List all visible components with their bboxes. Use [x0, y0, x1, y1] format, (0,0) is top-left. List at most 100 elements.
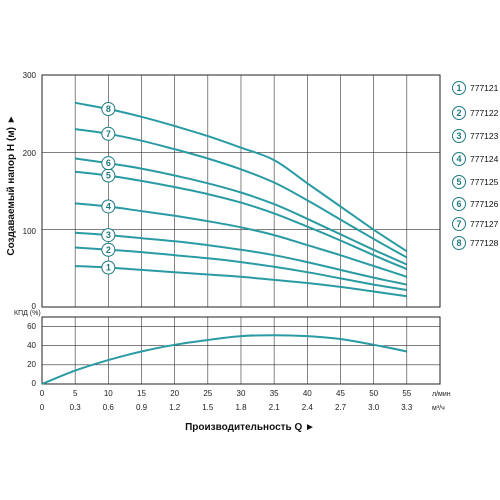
x-tick-lpm: 45 [336, 389, 345, 398]
efficiency-panel [41, 316, 441, 385]
x-tick-m3h: 3.0 [368, 403, 380, 412]
head-curve-1 [75, 265, 407, 298]
head-y-tick: 0 [32, 302, 37, 311]
x-unit-m3h: м³/ч [432, 405, 445, 412]
efficiency-y-tick: 40 [27, 341, 36, 350]
x-tick-m3h: 2.7 [335, 403, 347, 412]
legend-label: 777124 [470, 154, 499, 164]
x-tick-m3h: 0.9 [136, 403, 148, 412]
legend-label: 777128 [470, 238, 499, 248]
x-tick-lpm: 40 [303, 389, 312, 398]
legend-marker-label: 7 [456, 219, 461, 229]
legend-item: 8 777128 [452, 236, 499, 250]
legend-marker-label: 4 [456, 154, 461, 164]
x-tick-m3h: 0 [40, 403, 45, 412]
legend-marker [452, 175, 466, 189]
legend-marker [452, 197, 466, 211]
x-tick-m3h: 2.4 [302, 403, 314, 412]
legend-label: 777126 [470, 199, 499, 209]
head-axis-title: Создаваемый напор Н (м) ► [6, 114, 17, 255]
x-tick-m3h: 1.2 [169, 403, 181, 412]
legend-item: 4 777124 [452, 152, 499, 166]
legend-item: 1 777121 [452, 81, 499, 95]
head-curve-4 [75, 202, 408, 278]
head-curves: 1 2 3 4 5 6 7 8 [75, 101, 408, 298]
efficiency-y-tick: 20 [27, 360, 36, 369]
legend: 1 777121 2 777122 3 777123 4 777124 5 77… [452, 81, 499, 250]
efficiency-curve [41, 334, 408, 385]
legend-marker-label: 1 [456, 83, 461, 93]
legend-item: 3 777123 [452, 129, 499, 143]
head-curve-2 [75, 246, 407, 291]
legend-marker [452, 106, 466, 120]
legend-item: 6 777126 [452, 197, 499, 211]
head-y-tick: 100 [23, 227, 37, 236]
legend-marker-label: 3 [456, 131, 461, 141]
head-curve-7 [75, 128, 408, 259]
legend-label: 777123 [470, 131, 499, 141]
legend-item: 7 777127 [452, 217, 499, 231]
curve-marker [101, 242, 116, 257]
head-y-tick: 300 [23, 71, 37, 80]
head-y-tick: 200 [23, 149, 37, 158]
legend-marker [452, 236, 466, 250]
legend-item: 2 777122 [452, 106, 499, 120]
head-curve-8 [75, 101, 408, 253]
efficiency-y-tick: 60 [27, 322, 36, 331]
x-tick-m3h: 1.5 [202, 403, 214, 412]
legend-label: 777121 [470, 83, 499, 93]
legend-marker-label: 6 [456, 199, 461, 209]
x-tick-m3h: 0.3 [70, 403, 82, 412]
x-tick-m3h: 1.8 [235, 403, 247, 412]
efficiency-axis-title: КПД (%) [14, 310, 41, 317]
x-tick-lpm: 5 [73, 389, 78, 398]
curve-marker-label: 2 [106, 245, 111, 255]
head-curve-5 [75, 170, 408, 271]
curve-marker-label: 3 [106, 230, 111, 240]
curve-marker [101, 102, 116, 117]
legend-label: 777122 [470, 108, 499, 118]
x-axis-title: Производительность Q ► [185, 422, 315, 433]
x-tick-lpm: 55 [402, 389, 411, 398]
curve-marker-label: 1 [106, 263, 111, 273]
x-tick-lpm: 30 [237, 389, 246, 398]
legend-marker-label: 8 [456, 238, 461, 248]
curve-marker [101, 199, 116, 214]
legend-marker [452, 81, 466, 95]
legend-item: 5 777125 [452, 175, 499, 189]
x-tick-m3h: 3.3 [401, 403, 413, 412]
efficiency-curve-group [41, 334, 408, 385]
x-tick-lpm: 10 [104, 389, 113, 398]
x-tick-lpm: 0 [40, 389, 45, 398]
curve-marker [101, 126, 116, 141]
curve-marker-label: 4 [106, 201, 111, 211]
legend-marker-label: 2 [456, 108, 461, 118]
curve-marker-label: 8 [106, 104, 111, 114]
x-tick-lpm: 35 [270, 389, 279, 398]
legend-marker [452, 129, 466, 143]
legend-marker [452, 152, 466, 166]
curve-marker [101, 260, 116, 275]
curve-marker-label: 5 [106, 171, 111, 181]
x-tick-lpm: 50 [369, 389, 378, 398]
curve-marker [101, 228, 116, 243]
efficiency-y-tick: 0 [32, 379, 37, 388]
x-ticks-secondary: 0 0.3 0.6 0.9 1.2 1.5 1.8 2.1 2.4 2.7 3.… [40, 403, 445, 412]
curve-marker [101, 156, 116, 171]
x-ticks-primary: 0 5 10 15 20 25 30 35 40 45 50 55 л/мин [40, 389, 451, 398]
x-tick-lpm: 20 [170, 389, 179, 398]
head-curve-3 [75, 231, 408, 286]
legend-marker-label: 5 [456, 177, 461, 187]
head-curve-6 [75, 157, 408, 266]
x-tick-m3h: 0.6 [103, 403, 115, 412]
x-tick-lpm: 15 [137, 389, 146, 398]
x-tick-lpm: 25 [203, 389, 212, 398]
x-unit-lpm: л/мин [432, 391, 451, 398]
legend-label: 777125 [470, 177, 499, 187]
legend-marker [452, 217, 466, 231]
curve-marker-label: 7 [106, 129, 111, 139]
x-tick-m3h: 2.1 [269, 403, 281, 412]
curve-marker-label: 6 [106, 158, 111, 168]
legend-label: 777127 [470, 219, 499, 229]
efficiency-grid [42, 317, 440, 384]
